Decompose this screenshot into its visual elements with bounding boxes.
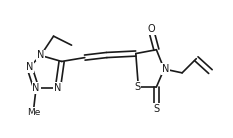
Text: N: N bbox=[162, 64, 169, 74]
Text: Me: Me bbox=[27, 108, 40, 117]
Text: S: S bbox=[153, 104, 159, 114]
Text: N: N bbox=[54, 83, 62, 93]
Text: S: S bbox=[134, 82, 140, 92]
Text: N: N bbox=[32, 83, 40, 93]
Text: N: N bbox=[37, 51, 44, 60]
Text: N: N bbox=[26, 62, 33, 72]
Text: O: O bbox=[147, 24, 155, 34]
